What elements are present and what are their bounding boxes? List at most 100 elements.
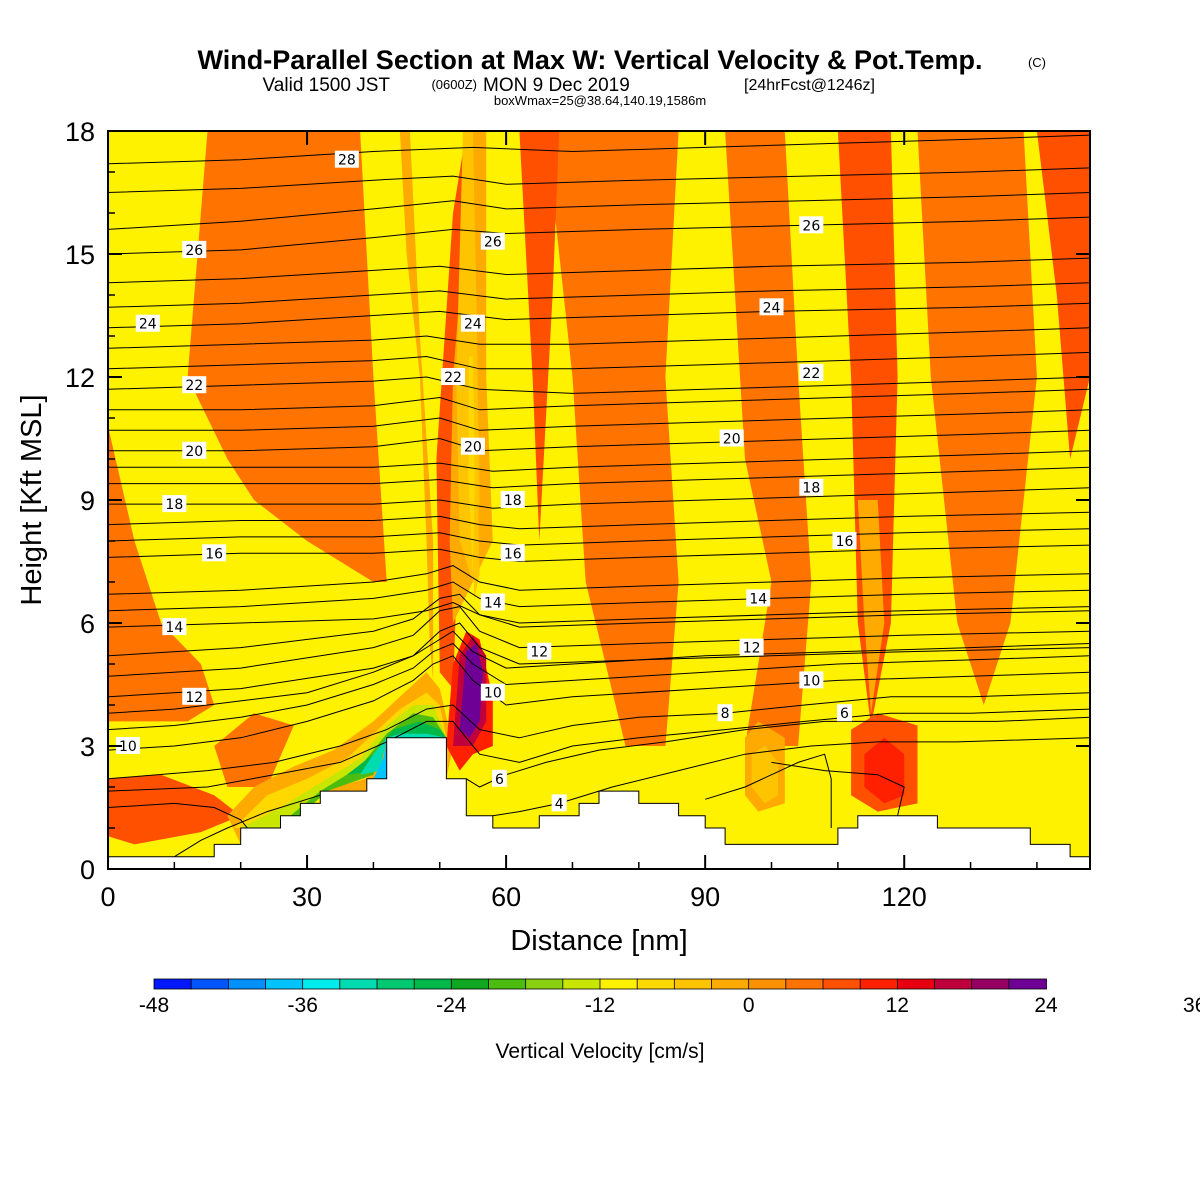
contour-labels: 28 26 26 26 24 24 24 22 22 22 20 20 20 18 18 18 16 16 16 14…: [115, 150, 857, 812]
velocity-region-0: [108, 131, 215, 722]
x-tick-label-4: 120: [882, 882, 927, 912]
velocity-region-28: [466, 659, 479, 722]
colorbar-swatch-16: [748, 978, 787, 990]
contour-label-27: 10: [802, 673, 820, 689]
contour-line-24: [108, 593, 1090, 657]
contour-label-18: 16: [836, 534, 854, 550]
chart-title: Wind-Parallel Section at Max W: Vertical…: [198, 45, 983, 75]
contour-label-8: 22: [444, 370, 462, 386]
contour-label-box-14: [500, 491, 525, 508]
y-axis-label: Height [Kft MSL]: [16, 394, 48, 605]
velocity-region-9: [864, 737, 905, 804]
contour-label-0: 28: [338, 153, 356, 169]
colorbar-swatch-1: [190, 978, 230, 990]
x-tick-label-1: 30: [292, 882, 322, 912]
contour-line-18: [108, 511, 1090, 530]
contour-line-16: [108, 544, 1090, 563]
contour-label-box-21: [746, 589, 771, 607]
x-axis-label: Distance [nm]: [510, 925, 687, 957]
velocity-region-11: [108, 774, 241, 845]
velocity-region-12: [436, 131, 467, 689]
contour-label-box-8: [441, 368, 466, 385]
contour-label-30: 6: [495, 772, 504, 788]
contour-line-8: [108, 351, 1090, 370]
contour-label-16: 16: [205, 546, 223, 562]
contour-line-13: [108, 487, 1090, 509]
contour-label-box-25: [115, 737, 140, 754]
y-tick-label-3: 9: [80, 486, 95, 516]
contour-line-10: [108, 429, 1090, 452]
velocity-region-1: [187, 131, 387, 582]
contour-label-box-6: [759, 298, 784, 316]
contour-label-box-11: [460, 437, 485, 455]
contour-line-20: [108, 581, 1090, 612]
contour-label-24: 12: [743, 641, 761, 657]
y-tick-label-5: 15: [65, 240, 95, 270]
velocity-region-10: [214, 713, 294, 787]
contour-label-13: 18: [165, 497, 183, 513]
contour-line-12: [108, 388, 1090, 411]
colorbar-swatch-20: [896, 978, 936, 990]
contour-line-22: [108, 622, 1090, 698]
colorbar-swatch-0: [153, 978, 193, 990]
contour-label-box-23: [527, 642, 552, 660]
contour-label-box-17: [500, 544, 525, 562]
colorbar-swatch-18: [822, 978, 862, 990]
contour-label-box-4: [135, 314, 160, 332]
colorbar-swatch-6: [376, 978, 416, 990]
velocity-region-24: [373, 737, 387, 779]
colorbar-swatch-15: [711, 978, 750, 990]
contour-line-6: [108, 257, 1090, 284]
colorbar-swatch-23: [1008, 978, 1047, 990]
colorbar-swatch-22: [971, 978, 1010, 990]
colorbar-swatch-14: [673, 978, 713, 990]
plot-area: 28 26 26 26 24 24 24 22 22 22 20 20 20 18 18 18 16 16 16 14…: [108, 131, 1090, 869]
contour-label-9: 22: [802, 366, 820, 382]
colorbar-label-6: 24: [1034, 994, 1058, 1017]
contour-label-22: 12: [185, 690, 203, 706]
contour-label-2: 26: [484, 235, 502, 251]
contour-label-box-1: [182, 240, 207, 258]
contour-label-box-13: [162, 495, 187, 513]
contour-label-box-19: [162, 618, 187, 636]
valid-utc-label: (0600Z): [431, 77, 477, 92]
contour-label-28: 8: [721, 706, 730, 722]
contour-label-10: 20: [185, 444, 203, 460]
contour-line-7: [108, 376, 1090, 394]
colorbar-swatch-2: [227, 978, 267, 990]
y-tick-label-0: 0: [80, 855, 95, 885]
contour-line-26: [108, 642, 1090, 731]
contour-label-box-27: [799, 671, 824, 689]
colorbar-label-2: -24: [436, 994, 467, 1017]
contour-label-box-28: [717, 704, 733, 722]
contour-line-31: [492, 737, 1090, 817]
colorbar-label-0: -48: [139, 994, 169, 1017]
y-tick-label-6: 18: [65, 117, 95, 147]
contour-label-4: 24: [139, 317, 157, 333]
contour-line-5: [108, 282, 1090, 308]
box-wmax-label: boxWmax=25@38.64,140.19,1586m: [494, 93, 706, 108]
contour-line-2: [108, 192, 1090, 230]
contour-label-11: 20: [464, 440, 482, 456]
velocity-region-4: [917, 131, 1037, 705]
contour-line-23: [108, 606, 1090, 677]
x-tick-label-2: 60: [491, 882, 521, 912]
contour-label-box-22: [182, 687, 207, 705]
x-axis: 0 30 60 90 120: [100, 131, 1038, 912]
contour-label-23: 12: [530, 645, 548, 661]
contour-label-box-18: [832, 532, 857, 549]
copyright-mark: (C): [1028, 55, 1046, 70]
contour-line-32: [174, 794, 321, 858]
contour-label-box-9: [799, 363, 824, 381]
colorbar-swatch-21: [934, 978, 973, 990]
contour-label-14: 18: [504, 493, 522, 509]
colorbar-label-4: 0: [743, 994, 755, 1017]
velocity-region-6: [519, 131, 560, 541]
velocity-region-5: [837, 131, 898, 726]
contour-label-31: 4: [555, 796, 564, 812]
contour-line-35: [705, 753, 832, 828]
contour-line-25: [108, 655, 1090, 751]
contour-label-3: 26: [802, 218, 820, 234]
forecast-label: [24hrFcst@1246z]: [744, 77, 875, 94]
x-tick-label-3: 90: [690, 882, 720, 912]
